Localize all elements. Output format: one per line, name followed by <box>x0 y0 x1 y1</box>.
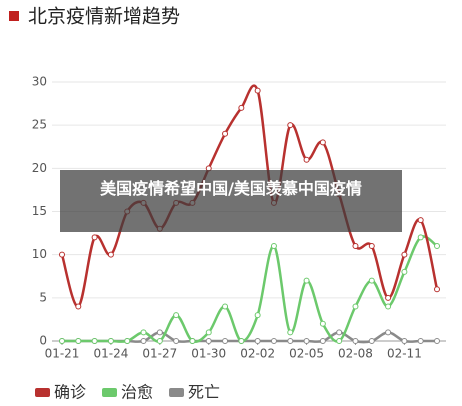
data-point <box>222 338 229 344</box>
data-point <box>124 338 131 344</box>
data-point <box>336 338 343 344</box>
y-tick-label: 15 <box>32 204 47 218</box>
data-point <box>417 234 424 241</box>
data-point <box>336 329 343 336</box>
data-point <box>173 312 180 319</box>
data-point <box>205 329 212 336</box>
data-point <box>319 320 326 327</box>
legend-swatch <box>35 388 50 397</box>
data-point <box>417 338 424 344</box>
data-point <box>385 294 392 301</box>
x-tick-label: 02-08 <box>338 347 373 361</box>
data-point <box>254 87 261 94</box>
data-point <box>385 329 392 336</box>
legend-swatch <box>169 388 184 397</box>
data-point <box>368 338 375 344</box>
data-point <box>254 338 261 344</box>
series-line <box>61 235 438 343</box>
data-point <box>417 217 424 224</box>
data-point <box>173 338 180 344</box>
data-point <box>352 338 359 344</box>
data-point <box>434 243 440 250</box>
x-tick-label: 01-24 <box>93 347 128 361</box>
chart-title: 北京疫情新增趋势 <box>28 6 180 28</box>
data-point <box>59 338 65 344</box>
data-point <box>156 329 163 336</box>
data-point <box>270 338 277 344</box>
data-point <box>238 104 245 111</box>
data-point <box>140 329 147 336</box>
data-point <box>140 338 147 344</box>
x-tick-label: 02-05 <box>289 347 324 361</box>
data-point <box>368 243 375 250</box>
y-tick-label: 5 <box>39 290 47 304</box>
y-tick-label: 25 <box>32 118 47 132</box>
data-point <box>91 338 98 344</box>
y-tick-label: 20 <box>32 161 47 175</box>
data-point <box>270 243 277 250</box>
data-point <box>59 251 65 258</box>
data-point <box>222 130 229 137</box>
legend-label: 治愈 <box>121 383 153 402</box>
data-point <box>107 338 114 344</box>
data-point <box>205 338 212 344</box>
data-point <box>401 338 408 344</box>
legend-label: 确诊 <box>54 383 86 402</box>
data-point <box>368 277 375 284</box>
data-point <box>401 251 408 258</box>
y-tick-label: 0 <box>39 334 47 348</box>
overlay-banner: 美国疫情希望中国/美国羡慕中国疫情 <box>60 170 402 232</box>
data-point <box>319 338 326 344</box>
data-point <box>303 156 310 163</box>
x-tick-label: 01-21 <box>45 347 80 361</box>
data-point <box>434 286 440 293</box>
title-icon <box>9 11 19 21</box>
y-tick-label: 30 <box>32 75 47 89</box>
y-tick-label: 10 <box>32 247 47 261</box>
data-point <box>352 243 359 250</box>
data-point <box>254 312 261 319</box>
legend-swatch <box>102 388 117 397</box>
data-point <box>75 303 82 310</box>
x-tick-label: 02-02 <box>240 347 275 361</box>
x-tick-label: 01-27 <box>142 347 177 361</box>
data-point <box>434 338 440 344</box>
data-point <box>189 338 196 344</box>
data-point <box>352 303 359 310</box>
data-point <box>401 268 408 275</box>
data-point <box>287 338 294 344</box>
x-tick-label: 02-11 <box>387 347 422 361</box>
data-point <box>91 234 98 241</box>
data-point <box>303 277 310 284</box>
data-point <box>303 338 310 344</box>
data-point <box>222 303 229 310</box>
data-point <box>287 329 294 336</box>
data-point <box>107 251 114 258</box>
x-tick-label: 01-30 <box>191 347 226 361</box>
data-point <box>385 303 392 310</box>
data-point <box>75 338 82 344</box>
data-point <box>319 139 326 146</box>
legend-label: 死亡 <box>188 383 220 402</box>
data-point <box>287 122 294 129</box>
data-point <box>156 338 163 344</box>
data-point <box>238 338 245 344</box>
